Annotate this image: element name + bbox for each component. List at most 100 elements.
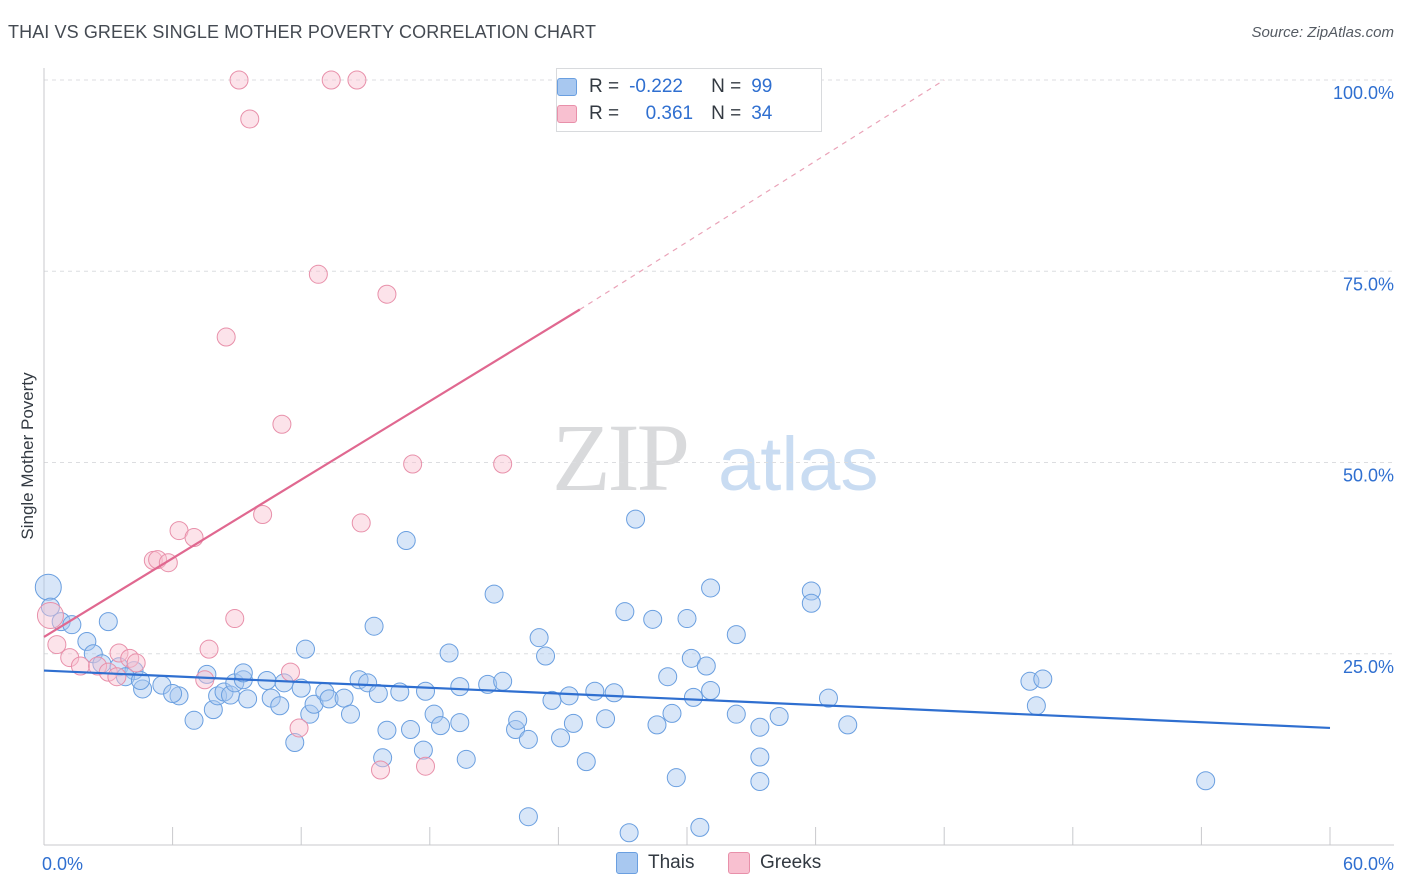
- trend-line-thais: [43, 669, 1331, 730]
- thais-point: [34, 573, 62, 601]
- thais-point: [340, 704, 360, 724]
- thais-point: [450, 713, 470, 733]
- thais-point: [478, 674, 498, 694]
- bottom-legend-swatch-thais: [616, 852, 638, 874]
- axes: [43, 68, 1394, 846]
- watermark-atlas: atlas: [718, 422, 879, 507]
- thais-point: [518, 807, 538, 827]
- thais-point: [681, 648, 701, 668]
- thais-point: [493, 671, 513, 691]
- y-tick-label: 25.0%: [1343, 657, 1394, 677]
- thais-point: [238, 689, 258, 709]
- bottom-legend-thais[interactable]: Thais: [616, 852, 694, 874]
- thais-point: [536, 646, 556, 666]
- legend-swatch-greeks: [557, 105, 577, 123]
- thais-point: [769, 706, 789, 726]
- greeks-point: [70, 656, 90, 676]
- greeks-point: [36, 602, 64, 629]
- thais-point: [677, 609, 697, 629]
- thais-point: [701, 578, 721, 598]
- greeks-point: [107, 667, 127, 687]
- legend-row-greeks: R = 0.361 N = 34: [557, 102, 773, 126]
- thais-point: [368, 684, 388, 704]
- bottom-legend-label-greeks: Greeks: [760, 852, 822, 873]
- thais-point: [304, 694, 324, 714]
- thais-point: [396, 531, 416, 551]
- legend-n-label: N =: [711, 76, 742, 97]
- thais-point: [295, 639, 315, 659]
- thais-point: [683, 687, 703, 707]
- thais-point: [285, 732, 305, 752]
- thais-point: [77, 632, 97, 652]
- legend-r-label: R =: [589, 76, 620, 97]
- thais-point: [484, 584, 504, 604]
- correlation-legend: R = -0.222 N = 99 R = 0.361 N = 34: [556, 68, 822, 132]
- greeks-point: [199, 639, 219, 659]
- thais-point: [750, 747, 770, 767]
- bottom-legend-label-thais: Thais: [648, 852, 695, 873]
- thais-point: [701, 680, 721, 700]
- thais-point: [666, 768, 686, 788]
- greeks-point: [253, 505, 273, 525]
- thais-point: [643, 609, 663, 629]
- thais-point: [40, 597, 60, 617]
- greeks-point: [403, 454, 423, 474]
- x-tick-label: 60.0%: [1343, 854, 1394, 874]
- thais-point: [551, 728, 571, 748]
- thais-point: [508, 710, 528, 730]
- greeks-point: [216, 327, 236, 347]
- watermark: ZIP atlas: [552, 404, 879, 511]
- thais-point: [662, 703, 682, 723]
- greeks-point: [493, 454, 513, 474]
- thais-point: [615, 602, 635, 622]
- thais-point: [300, 704, 320, 724]
- thais-point: [98, 612, 118, 632]
- thais-point: [377, 720, 397, 740]
- legend-r-value: 0.361: [645, 103, 694, 124]
- legend-r-label: R =: [589, 103, 620, 124]
- thais-point: [413, 740, 433, 760]
- thais-point: [401, 719, 421, 739]
- thais-point: [456, 749, 476, 769]
- y-axis-label: Single Mother Poverty: [18, 372, 37, 540]
- greeks-point: [126, 653, 146, 673]
- greeks-point: [280, 662, 300, 682]
- bottom-legend-greeks[interactable]: Greeks: [728, 852, 821, 874]
- thais-point: [1196, 771, 1216, 791]
- thais-point: [431, 716, 451, 736]
- thais-point: [529, 628, 549, 648]
- thais-point: [726, 625, 746, 645]
- x-tick-labels: 0.0% 60.0%: [42, 854, 1394, 874]
- thais-point: [270, 696, 290, 716]
- thais-point: [658, 667, 678, 687]
- grid-lines: [44, 79, 1394, 655]
- greeks-point: [272, 414, 292, 434]
- trend-lines: [43, 79, 1331, 730]
- thais-point: [1033, 669, 1053, 689]
- thais-point: [647, 715, 667, 735]
- greeks-point: [416, 756, 436, 776]
- thais-point: [626, 509, 646, 529]
- greeks-point: [240, 109, 260, 129]
- watermark-zip: ZIP: [552, 404, 687, 511]
- greeks-point: [347, 70, 367, 90]
- legend-n-label: N =: [711, 103, 742, 124]
- y-tick-label: 50.0%: [1343, 466, 1394, 486]
- legend-n-value: 34: [751, 103, 773, 124]
- thais-point: [818, 688, 838, 708]
- thais-point: [696, 656, 716, 676]
- thais-point: [585, 681, 605, 701]
- bottom-legend-swatch-greeks: [728, 852, 750, 874]
- y-tick-label: 75.0%: [1343, 274, 1394, 294]
- greeks-point: [184, 527, 204, 547]
- thais-point: [559, 686, 579, 706]
- greeks-point: [351, 513, 371, 533]
- legend-r-value: -0.222: [629, 76, 683, 97]
- trend-line-greeks: [43, 308, 581, 638]
- thais-point: [750, 772, 770, 792]
- thais-point: [563, 713, 583, 733]
- source-label: Source: ZipAtlas.com: [1251, 24, 1394, 41]
- thais-point: [801, 593, 821, 613]
- greeks-point: [88, 656, 108, 676]
